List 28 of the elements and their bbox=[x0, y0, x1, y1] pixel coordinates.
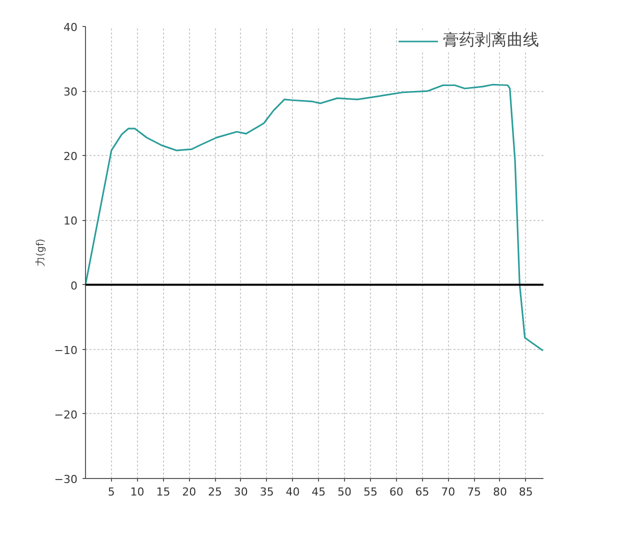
x-tick-label: 70 bbox=[441, 486, 456, 498]
y-tick-label: 30 bbox=[64, 86, 78, 99]
x-tick-label: 35 bbox=[260, 486, 274, 498]
x-tick-label: 50 bbox=[338, 486, 352, 498]
y-tick-label: 0 bbox=[70, 279, 78, 292]
x-tick-label: 85 bbox=[518, 486, 533, 498]
y-tick-label: 40 bbox=[64, 21, 78, 34]
y-tick-label: −30 bbox=[54, 473, 78, 486]
y-tick-label: −10 bbox=[54, 344, 78, 357]
y-tick-label: 10 bbox=[64, 214, 78, 228]
x-tick-label: 60 bbox=[389, 486, 404, 498]
x-tick-label: 45 bbox=[312, 486, 326, 498]
y-tick-label: 20 bbox=[64, 150, 78, 164]
x-tick-label: 80 bbox=[492, 486, 507, 498]
x-tick-label: 20 bbox=[182, 486, 196, 498]
x-tick-label: 10 bbox=[130, 486, 144, 498]
y-tick-label: −20 bbox=[54, 408, 78, 422]
x-tick-label: 15 bbox=[156, 486, 170, 498]
x-tick-label: 25 bbox=[208, 486, 222, 498]
x-tick-label: 40 bbox=[286, 486, 300, 498]
line-series bbox=[86, 84, 544, 352]
x-tick-label: 55 bbox=[363, 486, 378, 498]
x-tick-label: 30 bbox=[234, 486, 248, 498]
x-tick-label: 75 bbox=[467, 486, 482, 498]
x-tick-label: 65 bbox=[415, 486, 430, 498]
legend-label: 膏药剥离曲线 bbox=[443, 30, 539, 51]
x-tick-label: 5 bbox=[108, 486, 115, 498]
y-axis-title: 力(gf) bbox=[34, 238, 46, 266]
